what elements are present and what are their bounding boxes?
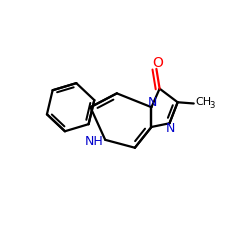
- Text: N: N: [166, 122, 175, 135]
- Text: NH: NH: [85, 134, 103, 147]
- Text: N: N: [148, 96, 158, 109]
- Text: CH: CH: [195, 97, 211, 107]
- Text: O: O: [152, 56, 163, 70]
- Text: 3: 3: [209, 102, 214, 110]
